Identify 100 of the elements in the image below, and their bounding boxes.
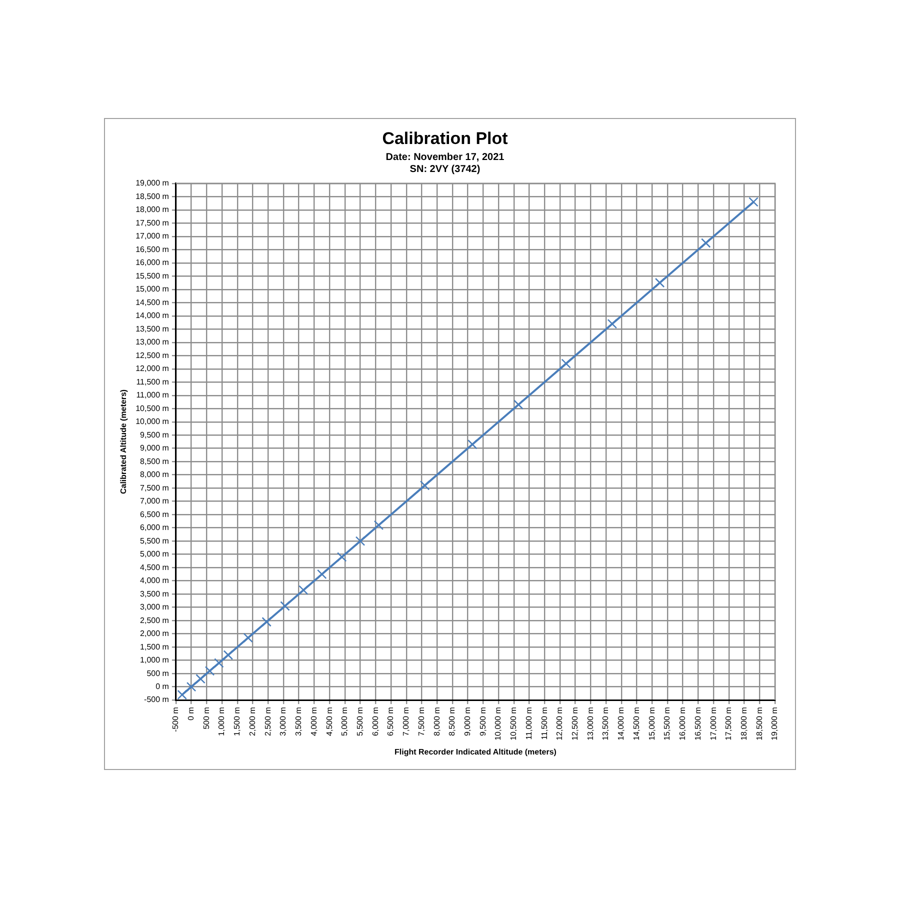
x-tick-label: 9,000 m <box>463 706 472 736</box>
y-tick-label: 17,500 m <box>136 218 170 228</box>
x-tick-label: 12,000 m <box>555 706 564 740</box>
point <box>561 358 571 368</box>
y-tick-label: 2,500 m <box>140 616 170 625</box>
x-tick-label: 8,000 m <box>432 706 442 736</box>
point <box>177 690 187 700</box>
x-axis-title: Flight Recorder Indicated Altitude (meters) <box>394 747 557 756</box>
point <box>374 520 384 530</box>
x-tick-label: 9,500 m <box>478 706 488 736</box>
x-tick-label: 13,500 m <box>601 706 610 740</box>
x-tick-label: 16,500 m <box>693 706 702 740</box>
x-tick-label: 4,500 m <box>324 706 334 736</box>
y-tick-label: 14,500 m <box>136 298 170 307</box>
point <box>420 480 430 490</box>
x-tick-label: 1,500 m <box>232 706 242 736</box>
y-tick-label: 6,000 m <box>140 523 170 532</box>
x-tick-label: 14,500 m <box>632 706 641 740</box>
y-tick-label: 12,500 m <box>136 350 170 360</box>
y-tick-label: 5,000 m <box>140 550 170 559</box>
y-tick-label: 15,000 m <box>136 284 170 294</box>
y-tick-label: 18,500 m <box>136 192 170 201</box>
x-tick-label: 500 m <box>202 706 211 730</box>
x-tick-label: 10,000 m <box>494 706 503 740</box>
x-tick-label: 3,000 m <box>278 706 288 736</box>
y-tick-label: 13,500 m <box>136 324 170 334</box>
y-tick-label: 14,000 m <box>136 311 170 320</box>
x-tick-label: 7,000 m <box>402 706 411 736</box>
x-tick-label: 14,000 m <box>616 706 626 740</box>
y-tick-label: 17,000 m <box>136 232 170 241</box>
y-tick-label: 1,500 m <box>140 642 170 652</box>
x-tick-label: 15,000 m <box>647 706 656 740</box>
y-tick-label: 16,500 m <box>136 244 170 254</box>
chart-subtitle: Date: November 17, 2021 SN: 2VY (3742) <box>386 152 505 176</box>
y-tick-label: 2,000 m <box>140 629 170 638</box>
x-tick-label: 18,000 m <box>739 706 748 740</box>
x-tick-label: 11,000 m <box>524 706 534 740</box>
point <box>204 666 215 676</box>
x-tick-label: 3,500 m <box>294 706 304 736</box>
y-tick-label: 0 m <box>156 682 170 691</box>
point <box>355 536 366 546</box>
y-tick-label: 8,500 m <box>140 456 170 466</box>
x-tick-label: 1,000 m <box>217 706 226 736</box>
y-tick-label: 16,000 m <box>136 258 170 268</box>
y-tick-label: 10,500 m <box>136 404 170 413</box>
x-tick-label: 6,500 m <box>386 706 396 736</box>
chart-title: Calibration Plot <box>382 128 508 148</box>
x-tick-label: 7,500 m <box>416 706 426 736</box>
x-tick-label: 13,000 m <box>586 706 595 740</box>
y-tick-label: 1,000 m <box>140 656 170 665</box>
y-tick-label: 9,500 m <box>140 430 170 440</box>
y-tick-label: 4,000 m <box>140 576 170 586</box>
x-tick-label: 18,500 m <box>754 706 764 740</box>
point <box>336 552 347 562</box>
y-tick-label: 9,000 m <box>140 444 170 453</box>
y-tick-label: 10,000 m <box>136 417 170 426</box>
y-axis-title: Calibrated Altitude (meters) <box>119 389 128 494</box>
y-tick-label: 3,500 m <box>140 589 170 598</box>
y-tick-label: 8,000 m <box>140 470 170 480</box>
x-tick-label: 17,000 m <box>708 706 718 740</box>
x-tick-label: 8,500 m <box>448 706 457 736</box>
point <box>186 682 196 692</box>
point <box>298 585 308 595</box>
point <box>514 400 524 410</box>
y-tick-label: 500 m <box>146 668 170 678</box>
y-tick-label: -500 m <box>144 695 170 704</box>
point <box>243 632 254 643</box>
x-tick-label: 0 m <box>186 706 196 720</box>
x-tick-label: 2,000 m <box>248 706 257 736</box>
y-tick-label: 7,500 m <box>140 483 170 492</box>
point <box>316 569 327 580</box>
point <box>223 650 234 660</box>
x-tick-label: 19,000 m <box>770 706 780 740</box>
y-tick-label: 19,000 m <box>136 178 170 188</box>
y-tick-label: 11,500 m <box>136 377 170 386</box>
x-tick-label: 5,000 m <box>340 706 350 736</box>
point <box>196 674 206 684</box>
x-tick-label: 12,500 m <box>570 706 580 740</box>
point <box>607 318 618 329</box>
y-tick-label: 12,000 m <box>136 364 170 374</box>
point <box>748 197 758 207</box>
y-tick-label: 15,500 m <box>136 271 170 280</box>
x-tick-label: 17,500 m <box>724 706 734 740</box>
y-tick-label: 11,000 m <box>136 390 170 400</box>
x-tick-label: 15,500 m <box>662 706 672 740</box>
point <box>700 238 711 248</box>
x-tick-label: 5,500 m <box>355 706 364 736</box>
y-tick-label: 18,000 m <box>136 205 170 214</box>
point <box>468 439 478 450</box>
y-tick-label: 5,500 m <box>140 536 170 546</box>
point <box>654 278 665 288</box>
x-tick-label: 11,500 m <box>540 706 549 740</box>
y-tick-label: 4,500 m <box>140 562 170 572</box>
point <box>262 616 272 627</box>
y-tick-label: 6,500 m <box>140 510 170 519</box>
x-tick-label: 16,000 m <box>678 706 688 740</box>
y-tick-label: 7,000 m <box>140 496 170 506</box>
point <box>280 601 290 611</box>
x-tick-label: 4,000 m <box>309 706 318 736</box>
x-tick-label: 6,000 m <box>370 706 380 736</box>
